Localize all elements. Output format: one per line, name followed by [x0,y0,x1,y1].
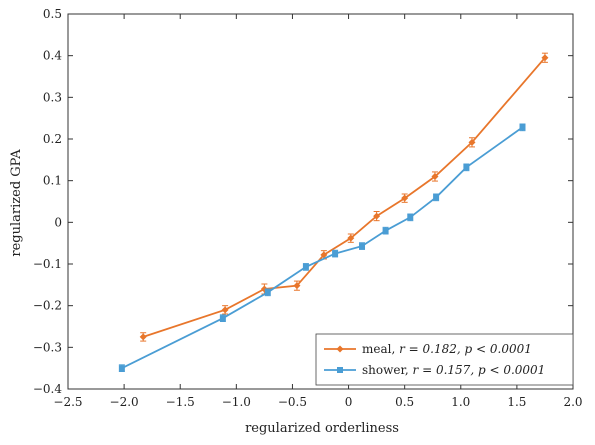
legend-meal-stat: r = 0.182, p < 0.0001 [399,342,532,356]
shower-point [382,227,389,234]
meal-point [320,251,328,259]
shower-point [118,365,125,372]
legend-box [315,333,574,386]
shower-point [302,263,309,270]
shower-series-line [121,126,524,370]
series-layer [118,52,549,372]
y-tick-label: 0 [54,215,62,229]
meal-point [139,333,147,341]
shower-point [332,250,339,257]
x-tick-label: 1.0 [451,395,470,409]
x-tick-label: 1.5 [507,395,526,409]
shower-point [433,194,440,201]
y-tick-label: 0.5 [43,7,62,21]
y-tick-label: 0.4 [43,49,62,63]
x-tick-label: −2.5 [53,395,82,409]
y-tick-label: −0.2 [33,299,62,313]
meal-point [541,54,549,62]
x-tick-label: −1.0 [222,395,251,409]
y-tick-label: 0.3 [43,90,62,104]
y-tick-label: 0.2 [43,132,62,146]
legend-meal-marker [336,345,344,353]
meal-point [431,173,439,180]
y-axis-title: regularized GPA [9,149,24,257]
shower-point [519,124,526,131]
meal-point [373,212,381,220]
legend-shower-marker [337,367,343,373]
meal-point [347,234,355,242]
meal-point [468,138,476,146]
meal-series-line [142,57,546,338]
legend-shower-name: shower [362,363,406,377]
legend-meal-label: meal, r = 0.182, p < 0.0001 [362,342,532,356]
shower-point [407,214,414,221]
x-tick-label: 0.5 [395,395,414,409]
shower-point [219,315,226,322]
x-tick-label: 0 [345,395,353,409]
x-tick-label: 2.0 [563,395,582,409]
shower-point [264,289,271,296]
x-tick-label: −1.5 [166,395,195,409]
y-tick-label: 0.1 [43,174,62,188]
legend-meal-name: meal [362,342,392,356]
x-axis-ticks: −2.5 −2.0 −1.5 −1.0 −0.5 0 0.5 1.0 1.5 2.0 [53,14,583,409]
shower-point [463,164,470,171]
y-tick-label: −0.3 [33,340,62,354]
shower-point [359,243,366,250]
x-axis-title: regularized orderliness [245,421,399,436]
legend-shower-stat: r = 0.157, p < 0.0001 [413,363,546,377]
meal-point [401,194,409,202]
y-tick-label: −0.1 [33,257,62,271]
x-tick-label: −0.5 [278,395,307,409]
meal-point [293,282,301,290]
plot-frame [67,13,574,390]
legend: meal, r = 0.182, p < 0.0001 shower, r = … [315,333,574,386]
y-tick-label: −0.4 [33,382,63,396]
meal-point [221,306,229,314]
x-tick-label: −2.0 [110,395,139,409]
legend-shower-label: shower, r = 0.157, p < 0.0001 [362,363,545,377]
y-axis-ticks: −0.4 −0.3 −0.2 −0.1 0 0.1 0.2 0.3 0.4 0.5 [33,7,573,396]
